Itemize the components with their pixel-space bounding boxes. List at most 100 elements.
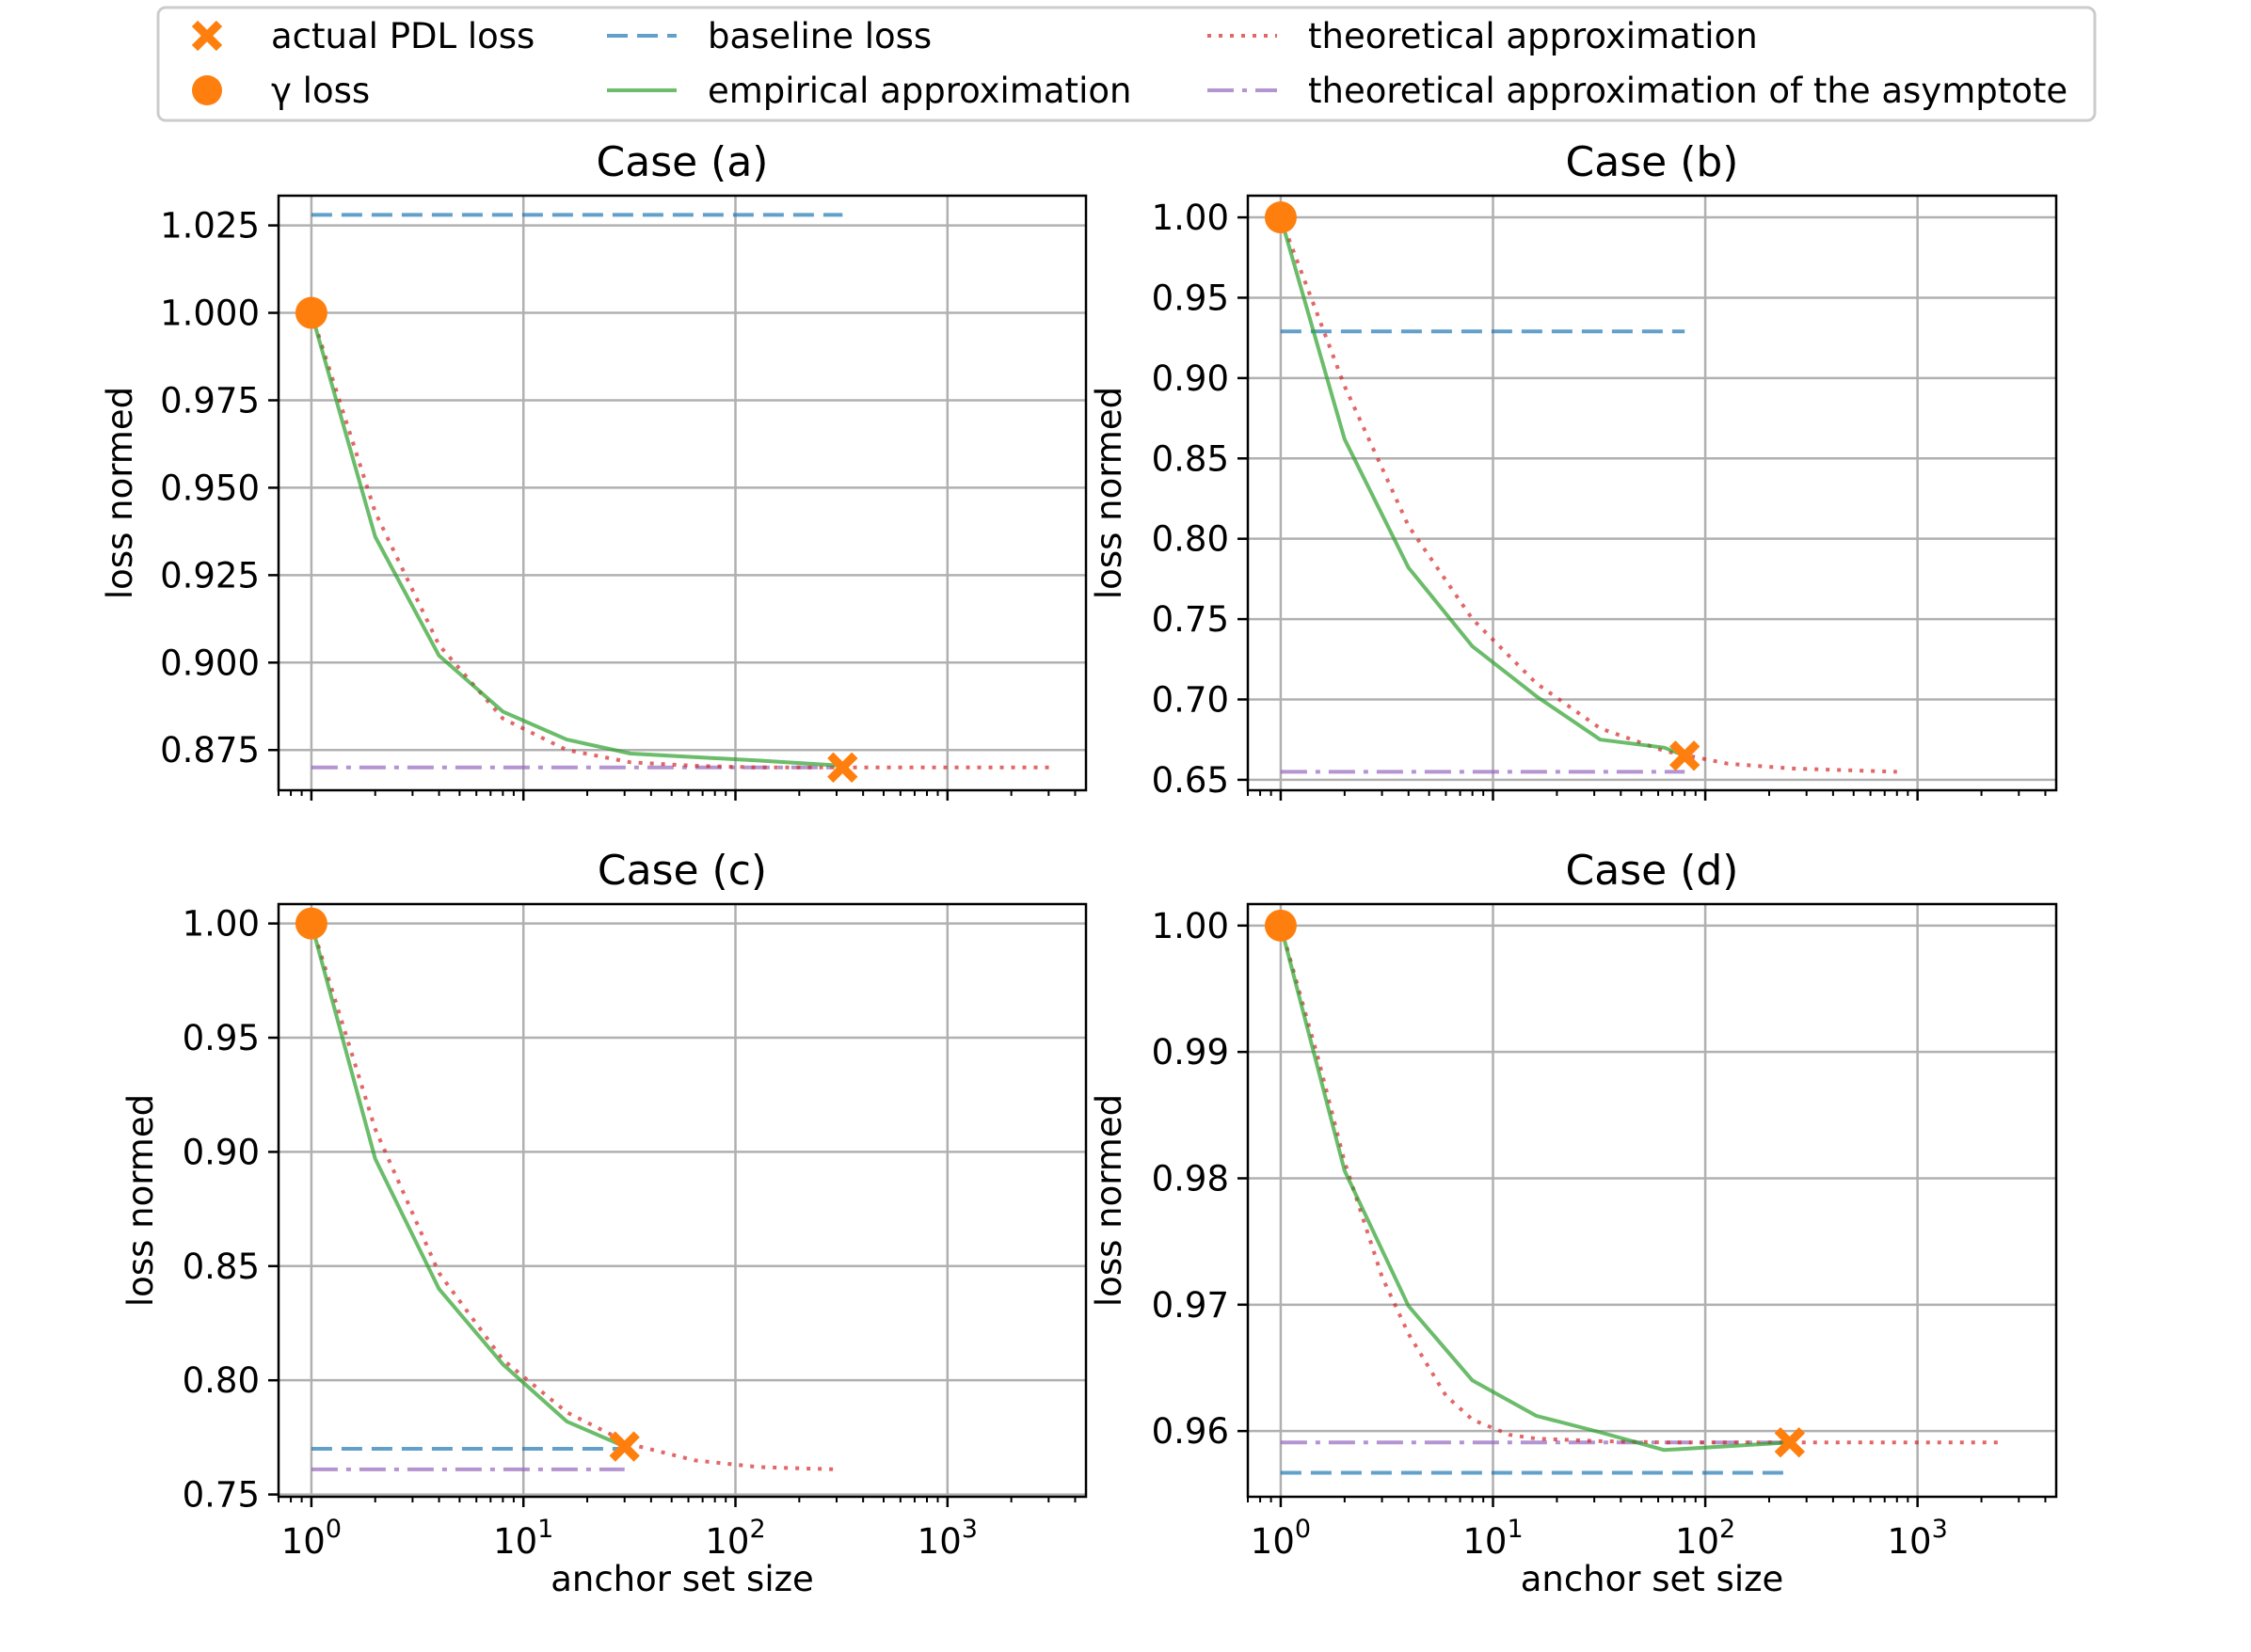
series-group — [309, 923, 838, 1471]
y-axis: 0.875 0.900 0.925 0.950 0.975 1.000 1.025 — [160, 206, 279, 770]
y-tick-label: 1.00 — [1152, 906, 1229, 946]
series-group — [1278, 216, 1897, 774]
plot-frame — [277, 902, 1088, 1499]
grid — [279, 904, 1086, 1497]
gamma-loss-point — [1264, 201, 1297, 234]
legend-label: γ loss — [271, 71, 370, 111]
chart-title: Case (d) — [1566, 847, 1739, 895]
theoretical-line — [1279, 216, 1897, 774]
y-axis-label: loss normed — [120, 1094, 161, 1307]
y-tick-label: 0.99 — [1152, 1032, 1229, 1072]
series-group — [1278, 925, 2003, 1475]
legend-item-baseline: baseline loss — [607, 16, 932, 56]
y-tick-label: 0.950 — [160, 468, 260, 508]
theoretical-line — [309, 311, 1055, 770]
legend-label: empirical approximation — [708, 71, 1131, 111]
y-tick-label: 1.000 — [160, 294, 260, 334]
legend-item-asymptote: theoretical approximation of the asympto… — [1207, 71, 2067, 111]
theoretical-line — [1278, 925, 2003, 1445]
actual-pdl-loss-point — [1774, 1427, 1806, 1458]
legend-item-actual: actual PDL loss — [191, 16, 535, 56]
y-tick-label: 0.75 — [1152, 599, 1229, 640]
y-tick-label: 0.900 — [160, 643, 260, 683]
x-axis: 100 101 102 103 — [278, 1497, 1077, 1562]
grid — [279, 196, 1086, 790]
actual-pdl-loss-point — [827, 752, 858, 784]
theoretical-line — [309, 923, 838, 1471]
gamma-loss-point — [295, 296, 327, 329]
y-tick-label: 0.97 — [1152, 1285, 1229, 1326]
y-tick-label: 1.025 — [160, 206, 260, 246]
legend-item-empirical: empirical approximation — [607, 71, 1131, 111]
y-tick-label: 0.95 — [183, 1018, 260, 1058]
empirical-line — [309, 923, 626, 1449]
plot-frame — [277, 194, 1088, 792]
x-tick-label: 101 — [493, 1515, 553, 1562]
x-tick-label: 103 — [1888, 1515, 1948, 1562]
y-tick-label: 0.80 — [183, 1360, 260, 1401]
x-axis — [1247, 790, 2047, 801]
plot-frame — [1246, 194, 2058, 792]
chart-panels: 0.875 0.900 0.925 0.950 0.975 1.000 1.025 Case … — [100, 138, 2058, 1599]
legend-label: actual PDL loss — [271, 16, 535, 56]
y-tick-label: 0.95 — [1152, 278, 1229, 318]
chart-panel-3: 100 101 102 103 0.75 0.80 0.85 0.90 0.95 1.00 Case… — [120, 847, 1088, 1599]
actual-pdl-loss-point — [609, 1431, 640, 1462]
y-tick-label: 0.90 — [1152, 358, 1229, 399]
y-tick-label: 0.70 — [1152, 679, 1229, 720]
y-tick-label: 0.80 — [1152, 519, 1229, 560]
y-tick-label: 0.96 — [1152, 1411, 1229, 1452]
chart-title: Case (a) — [597, 138, 769, 186]
legend-item-theoretical: theoretical approximation — [1207, 16, 1758, 56]
y-tick-label: 0.875 — [160, 730, 260, 770]
x-tick-label: 101 — [1462, 1515, 1523, 1562]
x-tick-label: 100 — [1251, 1515, 1311, 1562]
chart-title: Case (b) — [1566, 138, 1739, 186]
y-tick-label: 0.975 — [160, 380, 260, 421]
y-tick-label: 0.85 — [183, 1247, 260, 1287]
x-tick-label: 102 — [705, 1515, 765, 1562]
legend-label: theoretical approximation of the asympto… — [1308, 71, 2067, 111]
x-axis-label: anchor set size — [551, 1559, 814, 1599]
y-axis: 0.65 0.70 0.75 0.80 0.85 0.90 0.95 1.00 — [1152, 198, 1248, 801]
empirical-line — [1278, 925, 1790, 1453]
y-tick-label: 1.00 — [1152, 198, 1229, 238]
circle-marker-icon — [192, 75, 222, 105]
y-tick-label: 0.75 — [183, 1475, 260, 1516]
x-axis: 100 101 102 103 — [1247, 1497, 2047, 1562]
x-marker-icon — [191, 20, 223, 52]
y-axis-label: loss normed — [1089, 387, 1129, 599]
empirical-line — [1278, 216, 1685, 758]
x-axis-label: anchor set size — [1521, 1559, 1784, 1599]
legend-label: theoretical approximation — [1308, 16, 1758, 56]
legend-item-gamma: γ loss — [192, 71, 370, 111]
chart-panel-2: 0.65 0.70 0.75 0.80 0.85 0.90 0.95 1.00 Case (b)… — [1089, 138, 2058, 801]
legend: actual PDL loss γ loss baseline loss empiri… — [156, 6, 2097, 122]
chart-title: Case (c) — [598, 847, 767, 895]
x-tick-label: 103 — [918, 1515, 978, 1562]
y-tick-label: 0.65 — [1152, 760, 1229, 801]
gamma-loss-point — [1264, 909, 1297, 942]
y-axis: 0.75 0.80 0.85 0.90 0.95 1.00 — [183, 904, 279, 1516]
grid — [1248, 196, 2056, 790]
y-axis: 0.96 0.97 0.98 0.99 1.00 — [1152, 906, 1248, 1452]
gamma-loss-point — [295, 907, 327, 940]
x-axis — [278, 790, 1077, 801]
chart-panel-4: 100 101 102 103 0.96 0.97 0.98 0.99 1.00 Case (d)… — [1089, 847, 2058, 1599]
actual-pdl-loss-point — [1669, 740, 1700, 771]
x-tick-label: 100 — [281, 1515, 342, 1562]
y-tick-label: 0.925 — [160, 555, 260, 596]
plot-frame — [1246, 902, 2058, 1499]
y-axis-label: loss normed — [100, 387, 140, 599]
y-tick-label: 0.90 — [183, 1132, 260, 1172]
y-tick-label: 1.00 — [183, 904, 260, 945]
y-axis-label: loss normed — [1089, 1094, 1129, 1307]
chart-panel-1: 0.875 0.900 0.925 0.950 0.975 1.000 1.025 Case … — [100, 138, 1088, 801]
empirical-line — [309, 311, 843, 768]
series-group — [309, 213, 1055, 770]
legend-label: baseline loss — [708, 16, 932, 56]
grid — [1248, 904, 2056, 1497]
x-tick-label: 102 — [1675, 1515, 1735, 1562]
y-tick-label: 0.98 — [1152, 1158, 1229, 1199]
